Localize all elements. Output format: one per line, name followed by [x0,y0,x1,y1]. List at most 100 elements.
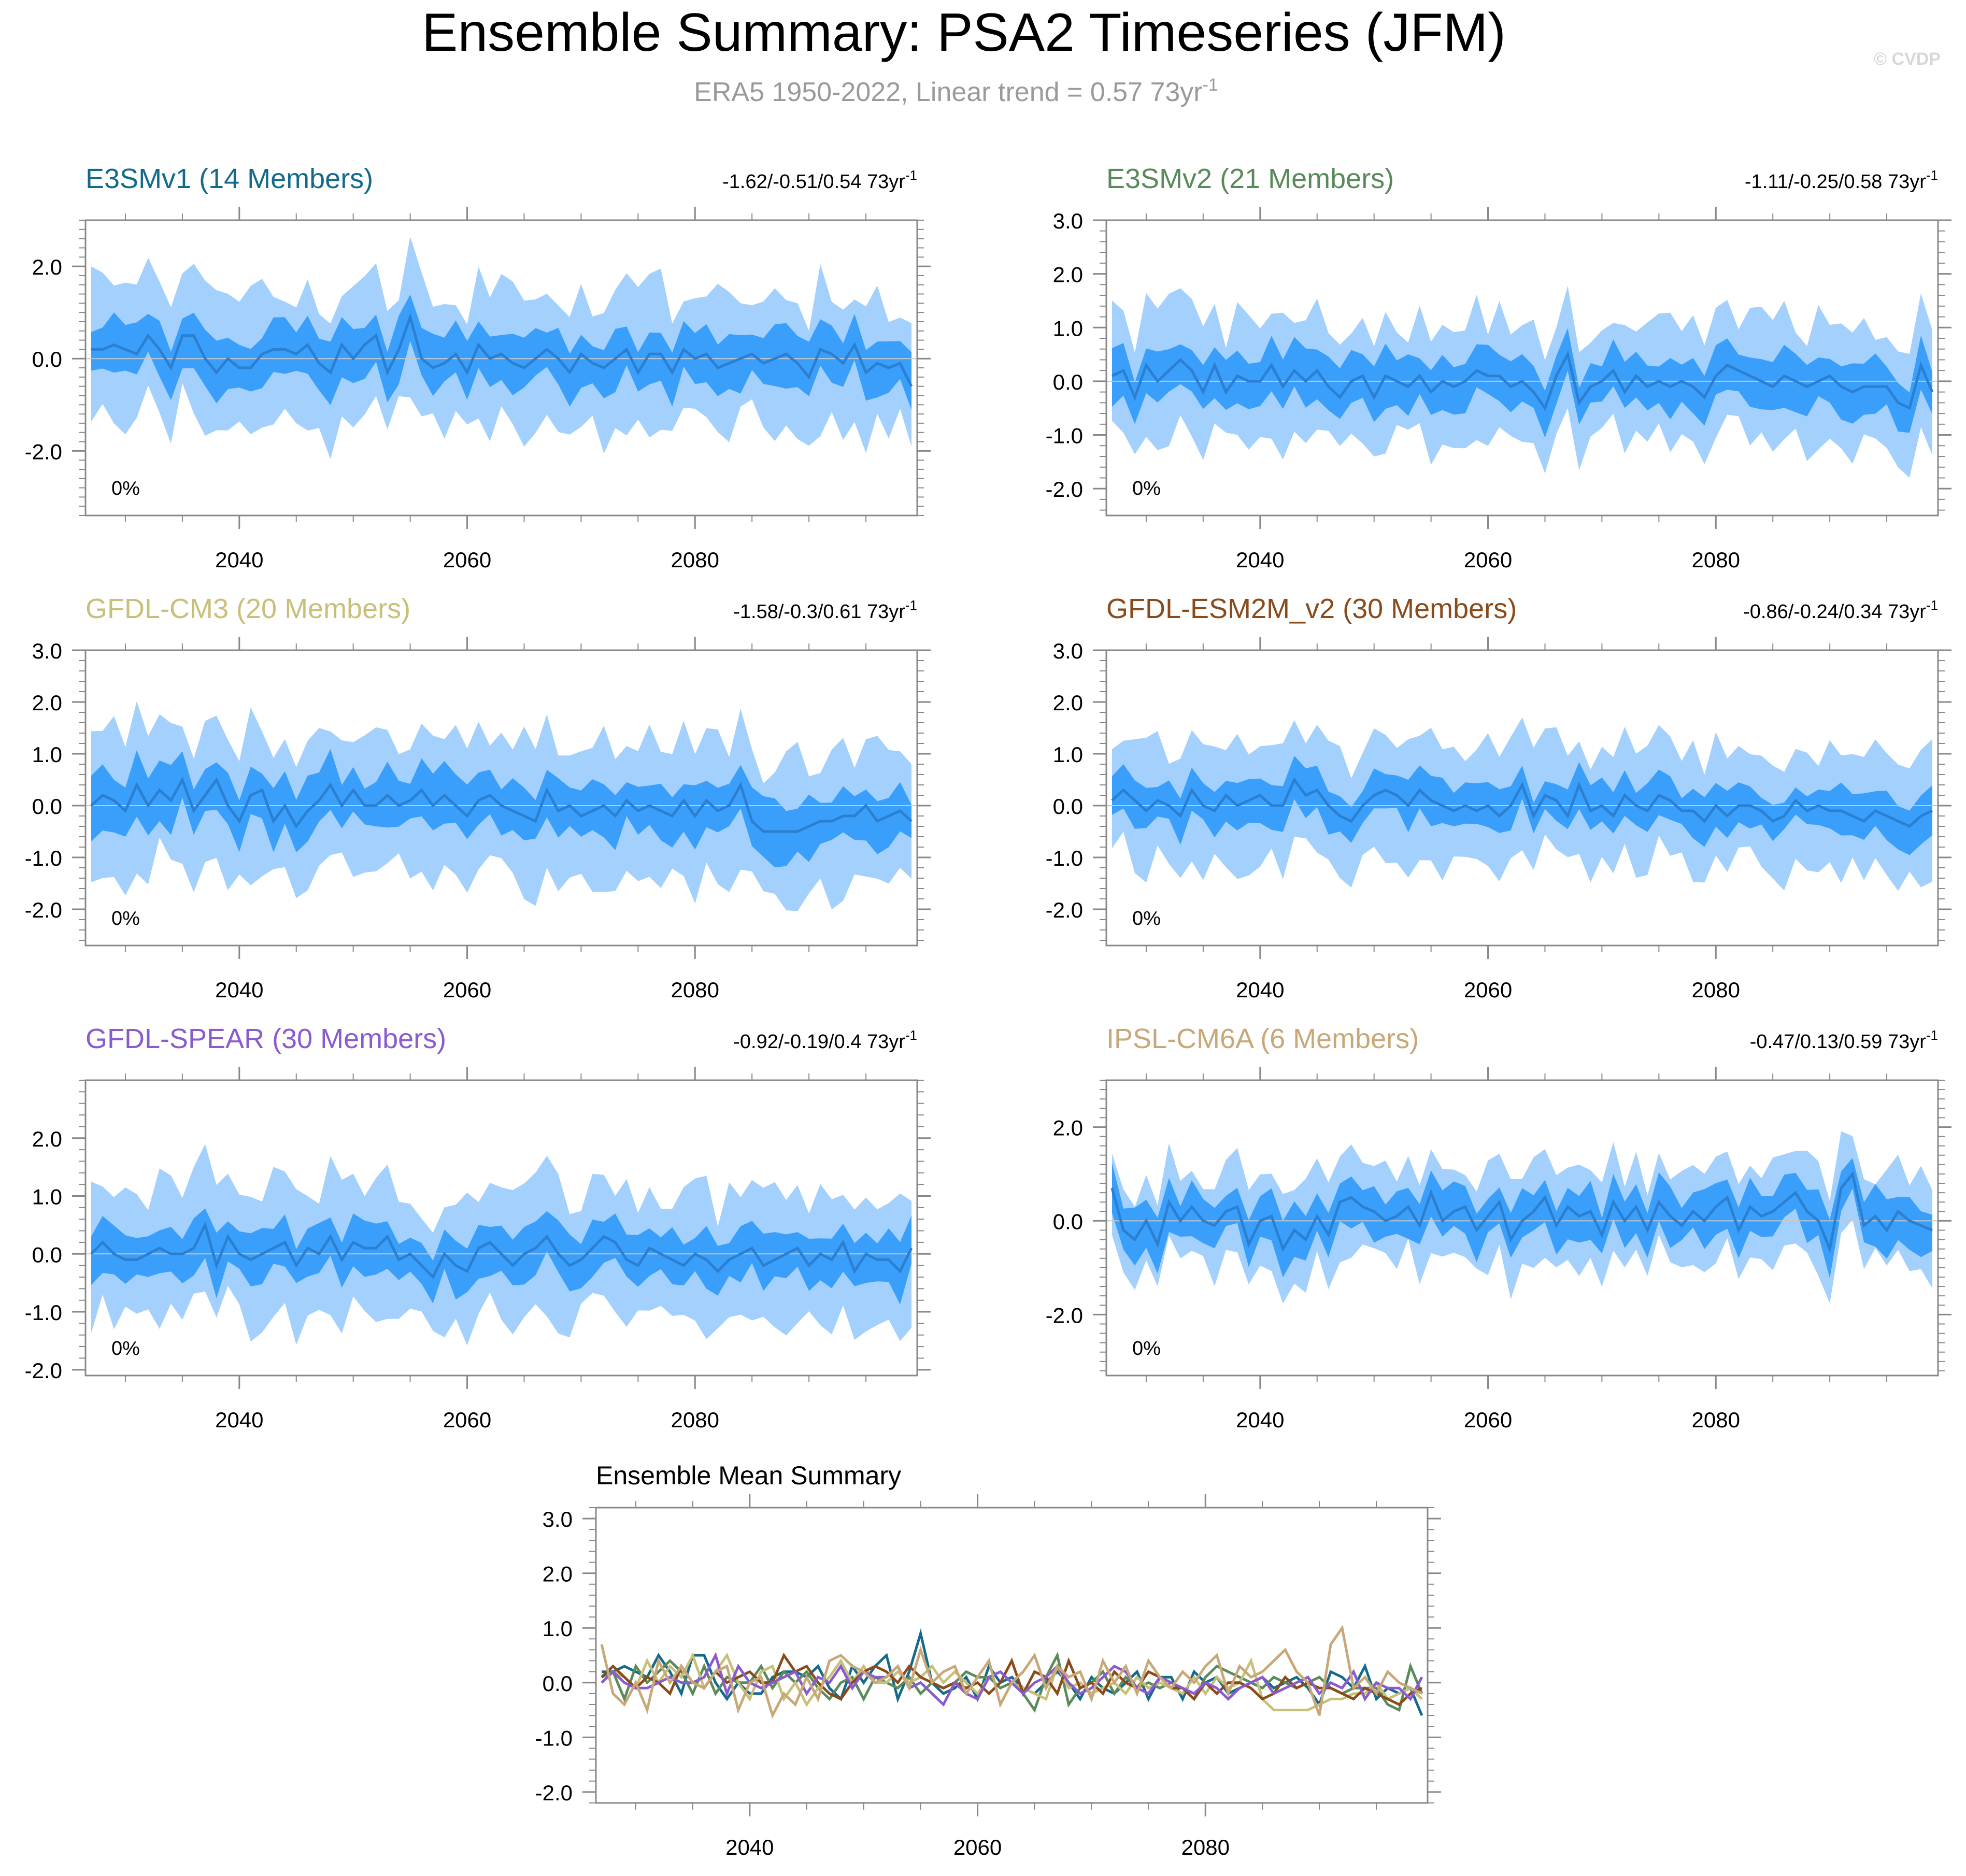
y-tick-label: -1.0 [1046,846,1083,870]
trend-text: -1.62/-0.51/0.54 73yr [722,171,905,193]
y-tick-label: -2.0 [25,1358,62,1383]
panel-gfdl-esm2m-v2: -2.0 -1.0 0.0 1.0 2.0 3.0 2040 2060 2080 GFDL-ESM… [1046,593,1951,1002]
x-tick-label: 2040 [215,978,263,1002]
trend-sup: -1 [905,597,917,613]
x-tick-label: 2080 [671,978,719,1002]
trend-text: -0.86/-0.24/0.34 73yr [1743,601,1926,623]
panels-group: -2.0 0.0 2.0 2040 2060 2080 E3SMv1 (14 Members… [25,163,1951,1859]
y-tick-label: 2.0 [1053,691,1083,715]
x-tick-label: 2040 [1236,1408,1284,1432]
x-tick-label: 2080 [1181,1835,1230,1859]
y-tick-label: -2.0 [25,898,62,922]
x-tick-label: 2060 [1464,548,1512,572]
trend-sup: -1 [1926,167,1938,183]
trend-text: -0.92/-0.19/0.4 73yr [733,1031,905,1053]
figure-title: Ensemble Summary: PSA2 Timeseries (JFM) [422,3,1506,63]
y-tick-label: 0.0 [32,1242,62,1267]
band-inner [1112,1158,1932,1278]
median-line [1110,1171,1933,1254]
y-tick-label: 1.0 [543,1616,573,1641]
plot-area [86,1144,917,1345]
median-line [91,312,913,387]
y-tick-label: 1.0 [32,1185,62,1209]
y-tick-label: 0.0 [1053,1209,1083,1234]
figure-subtitle: ERA5 1950-2022, Linear trend = 0.57 73yr… [694,75,1218,107]
watermark: © CVDP [1874,49,1941,69]
panel-e3smv2: -2.0 -1.0 0.0 1.0 2.0 3.0 2040 2060 2080 E3SMv2 (… [1046,163,1951,572]
panel-title: E3SMv1 (14 Members) [86,163,373,194]
y-tick-label: 3.0 [543,1507,573,1531]
y-tick-label: -2.0 [1046,1303,1083,1327]
plot-area [1106,1131,1938,1304]
y-tick-label: 2.0 [543,1562,573,1586]
x-tick-label: 2080 [1692,548,1740,572]
x-tick-label: 2060 [443,978,491,1002]
panel-title: E3SMv2 (21 Members) [1106,163,1394,194]
y-tick-label: -2.0 [1046,477,1083,502]
y-tick-label: -2.0 [25,439,62,464]
x-tick-label: 2080 [671,1408,719,1432]
y-tick-label: 2.0 [32,691,62,715]
y-tick-label: 0.0 [543,1671,573,1696]
median-line [1111,777,1933,828]
trend-label: -1.11/-0.25/0.58 73yr-1 [1745,167,1938,193]
x-tick-label: 2080 [1692,1408,1740,1432]
median-line [1111,351,1934,411]
y-tick-label: 1.0 [1053,742,1083,767]
x-tick-label: 2040 [725,1835,774,1859]
plot-area [1106,285,1938,478]
plot-area [86,701,917,911]
y-tick-label: -1.0 [25,1300,62,1325]
panel-e3smv1: -2.0 0.0 2.0 2040 2060 2080 E3SMv1 (14 Members… [25,163,931,572]
y-tick-label: 2.0 [32,1127,62,1151]
y-tick-label: 0.0 [1053,794,1083,819]
percent-label: 0% [111,1338,140,1359]
y-tick-label: 3.0 [32,639,62,663]
trend-text: -1.11/-0.25/0.58 73yr [1745,171,1926,193]
band-outer [1112,717,1932,891]
trend-sup: -1 [905,167,917,183]
trend-text: -1.58/-0.3/0.61 73yr [733,601,905,623]
plot-frame [1105,1079,1939,1377]
band-inner [91,294,911,410]
panel-title: GFDL-CM3 (20 Members) [86,593,410,624]
plot-area [86,236,917,460]
series-line-ipsl-cm6a [600,1624,1423,1719]
plot-area [1106,717,1938,891]
panel-title: GFDL-SPEAR (30 Members) [86,1023,446,1054]
y-tick-label: 0.0 [32,794,62,819]
trend-sup: -1 [1926,1027,1938,1043]
y-tick-label: 0.0 [32,347,62,371]
median-line [90,1221,913,1280]
x-tick-label: 2060 [1464,978,1512,1002]
x-tick-label: 2060 [953,1835,1002,1859]
y-tick-label: 2.0 [1053,263,1083,287]
x-tick-label: 2080 [671,548,719,572]
trend-sup: -1 [905,1027,917,1043]
x-tick-label: 2040 [1236,548,1284,572]
x-tick-label: 2040 [215,1408,263,1432]
y-tick-label: 3.0 [1053,639,1083,663]
panel-title: GFDL-ESM2M_v2 (30 Members) [1106,593,1517,624]
panel-title: IPSL-CM6A (6 Members) [1106,1023,1419,1054]
series-line-gfdl-esm2m-v2 [601,1652,1423,1707]
trend-label: -0.86/-0.24/0.34 73yr-1 [1743,597,1938,623]
panel-title: Ensemble Mean Summary [596,1461,901,1490]
y-tick-label: 1.0 [32,742,62,767]
band-inner [91,1208,911,1305]
percent-label: 0% [1132,478,1161,499]
trend-label: -0.92/-0.19/0.4 73yr-1 [733,1027,917,1053]
subtitle-sup: -1 [1203,75,1218,95]
y-tick-label: -2.0 [1046,898,1083,922]
x-tick-label: 2040 [215,548,263,572]
percent-label: 0% [1132,1338,1161,1359]
plot-frame [595,1507,1429,1804]
plot-frame [1105,649,1939,947]
panel-gfdl-cm3: -2.0 -1.0 0.0 1.0 2.0 3.0 2040 2060 2080 GFDL-CM3… [25,593,931,1002]
percent-label: 0% [1132,908,1161,929]
trend-label: -0.47/0.13/0.59 73yr-1 [1750,1027,1938,1053]
plot-frame [1105,219,1939,517]
x-tick-label: 2060 [443,1408,491,1432]
panel-ensemble-mean-summary: -2.0 -1.0 0.0 1.0 2.0 3.0 2040 2060 2080 Ensemble… [535,1461,1441,1859]
